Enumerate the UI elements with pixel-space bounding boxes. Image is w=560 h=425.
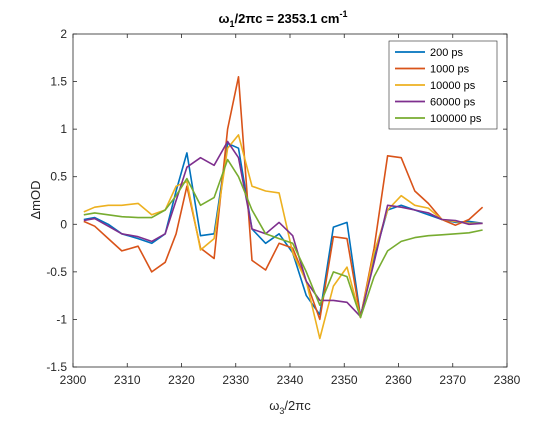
legend-label-3: 60000 ps [430,97,476,109]
y-tick-label: 1.5 [50,75,67,89]
legend-label-4: 100000 ps [430,113,482,125]
x-tick-label: 2360 [385,373,412,387]
y-tick-label: -0.5 [46,265,67,279]
y-axis-label: ΔmOD [28,180,43,219]
y-tick-label: 2 [60,27,67,41]
x-axis-label: ω3/2πc [269,398,311,416]
x-tick-label: 2350 [331,373,358,387]
y-tick-label: 1 [60,122,67,136]
y-tick-label: -1.5 [46,360,67,374]
legend-label-2: 10000 ps [430,80,476,92]
y-tick-label: 0.5 [50,170,67,184]
y-tick-label: -1 [56,312,67,326]
x-tick-label: 2340 [277,373,304,387]
series-line-3 [83,140,483,318]
x-tick-label: 2300 [60,373,87,387]
series-line-1 [83,76,484,321]
y-axis: -1.5 -1 -0.5 0 0.5 1 1.5 2 [46,27,507,374]
series-line-4 [83,158,483,319]
series-lines [83,76,484,340]
chart-title: ω1/2πc = 2353.1 cm-1 [218,9,347,29]
series-line-2 [83,134,483,340]
x-axis: 2300 2310 2320 2330 2340 2350 2360 2370 2380 [60,34,521,387]
x-tick-label: 2310 [114,373,141,387]
legend-label-1: 1000 ps [430,64,470,76]
y-tick-label: 0 [60,217,67,231]
x-tick-label: 2380 [494,373,521,387]
x-tick-label: 2370 [439,373,466,387]
legend: 200 ps 1000 ps 10000 ps 60000 ps 100000 ps [388,40,498,130]
x-tick-label: 2330 [222,373,249,387]
legend-label-0: 200 ps [430,47,464,59]
x-tick-label: 2320 [168,373,195,387]
